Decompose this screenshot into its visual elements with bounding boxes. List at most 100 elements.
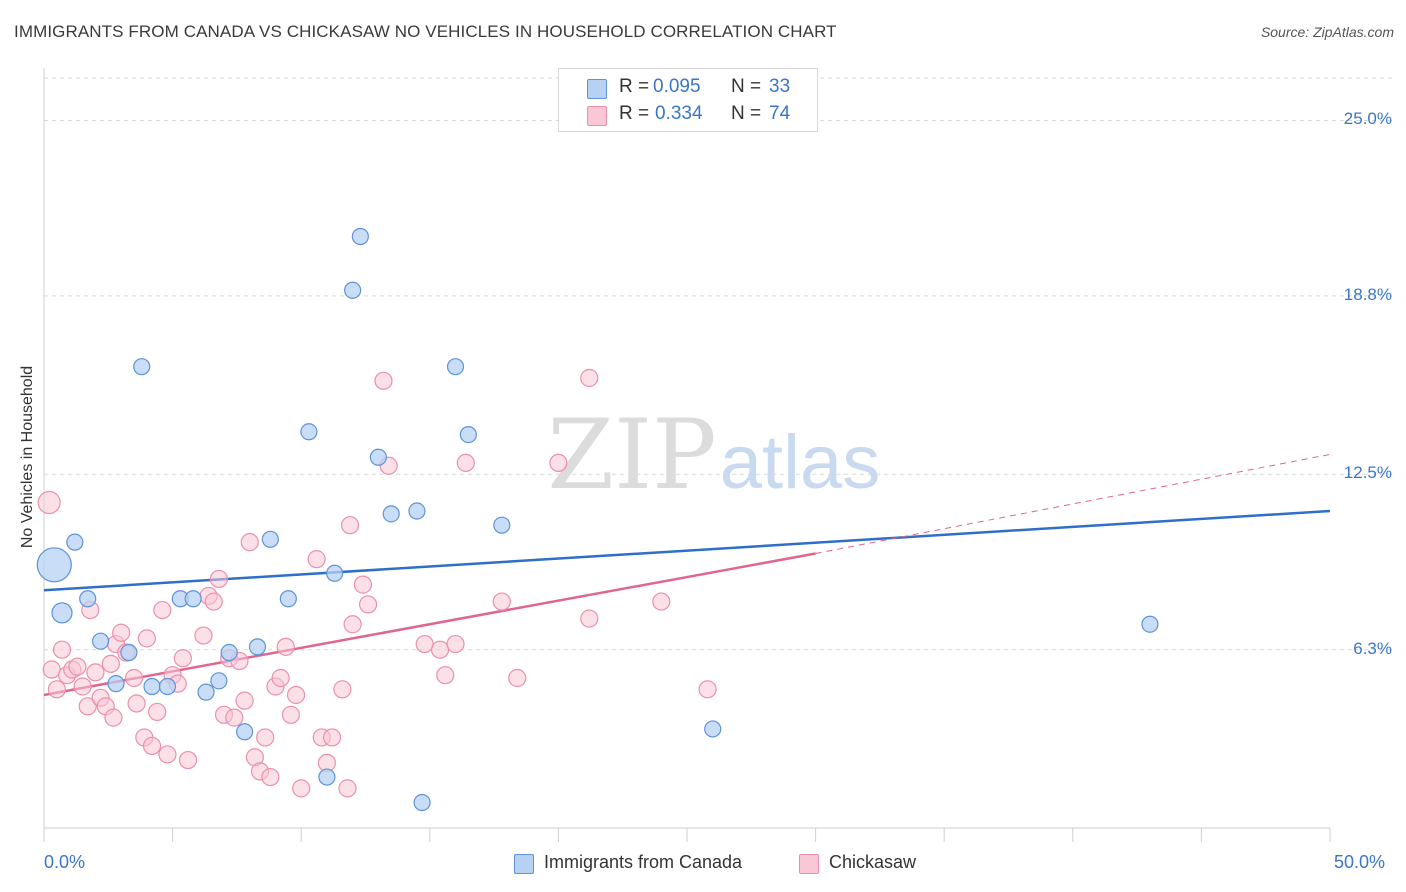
- data-point-chickasaw: [101, 654, 120, 673]
- legend-r-value: 0.334: [655, 103, 703, 124]
- data-point-chickasaw: [173, 649, 192, 668]
- data-point-chickasaw: [137, 629, 156, 648]
- data-point-chickasaw: [256, 728, 275, 747]
- data-point-canada: [120, 643, 138, 662]
- data-point-canada: [158, 677, 177, 696]
- data-point-chickasaw: [307, 550, 326, 569]
- data-point-canada: [300, 423, 318, 441]
- data-point-chickasaw: [142, 736, 162, 756]
- y-tick-label: 25.0%: [1343, 109, 1392, 129]
- chart-title: IMMIGRANTS FROM CANADA VS CHICKASAW NO V…: [14, 22, 837, 41]
- data-point-canada: [184, 590, 202, 608]
- data-point-canada: [1141, 615, 1159, 633]
- data-point-chickasaw: [37, 490, 61, 515]
- data-point-chickasaw: [652, 592, 671, 611]
- trend-line-chickasaw: [43, 552, 816, 697]
- data-point-chickasaw: [338, 779, 357, 798]
- legend-swatch-pink: [799, 854, 819, 874]
- legend-label: Immigrants from Canada: [544, 852, 743, 872]
- data-point-chickasaw: [112, 623, 131, 642]
- data-point-canada: [344, 281, 362, 299]
- data-point-canada: [382, 505, 400, 523]
- legend-swatch-blue: [514, 854, 534, 874]
- data-point-chickasaw: [73, 677, 92, 696]
- data-point-chickasaw: [492, 592, 511, 611]
- data-point-chickasaw: [286, 685, 306, 705]
- legend-n-label: N =: [731, 103, 762, 124]
- data-point-canada: [107, 675, 125, 693]
- data-point-chickasaw: [430, 640, 450, 659]
- data-point-chickasaw: [292, 779, 311, 798]
- source-label: Source: ZipAtlas.com: [1260, 24, 1394, 40]
- data-point-chickasaw: [333, 680, 352, 699]
- data-point-chickasaw: [549, 453, 568, 473]
- data-point-chickasaw: [415, 634, 434, 654]
- data-point-canada: [91, 632, 110, 650]
- grid-lines: [44, 77, 1392, 651]
- legend-swatch-blue: [587, 79, 607, 99]
- data-point-chickasaw: [127, 694, 146, 713]
- watermark-zip: ZIP: [547, 399, 716, 511]
- legend-r-label: R =: [619, 103, 650, 124]
- data-point-chickasaw: [235, 691, 254, 710]
- data-point-canada: [236, 723, 254, 741]
- data-point-chickasaw: [209, 569, 228, 589]
- watermark: ZIP atlas: [547, 399, 880, 511]
- data-point-chickasaw: [194, 626, 213, 645]
- x-tick-label-min: 0.0%: [44, 852, 86, 872]
- y-tick-label: 6.3%: [1353, 638, 1392, 658]
- data-point-canada: [369, 448, 387, 466]
- y-tick-label: 12.5%: [1343, 463, 1392, 483]
- data-point-chickasaw: [68, 657, 87, 676]
- legend-r-label: R =: [619, 76, 650, 97]
- data-point-chickasaw: [353, 575, 373, 594]
- data-point-canada: [79, 590, 97, 608]
- data-point-chickasaw: [153, 600, 172, 620]
- data-point-canada: [36, 547, 72, 583]
- data-point-chickasaw: [322, 728, 342, 747]
- legend-swatch-pink: [587, 106, 607, 126]
- legend-n-value: 74: [769, 103, 791, 124]
- data-point-canada: [408, 502, 426, 520]
- data-point-chickasaw: [86, 663, 105, 682]
- data-point-canada: [51, 602, 73, 624]
- data-points: [36, 227, 1159, 812]
- data-point-chickasaw: [698, 680, 717, 699]
- data-point-canada: [493, 516, 511, 534]
- data-point-chickasaw: [358, 595, 378, 614]
- axes: [43, 68, 1331, 842]
- data-point-chickasaw: [124, 668, 144, 688]
- data-point-chickasaw: [148, 702, 167, 722]
- y-tick-label: 18.8%: [1343, 284, 1392, 304]
- data-point-chickasaw: [340, 516, 360, 535]
- correlation-legend: R = 0.095 N = 33 R = 0.334 N = 74: [558, 68, 818, 132]
- trend-line-canada: [43, 509, 1331, 592]
- data-point-canada: [326, 564, 344, 582]
- data-point-chickasaw: [343, 615, 362, 634]
- data-point-chickasaw: [281, 705, 301, 724]
- data-point-chickasaw: [374, 371, 393, 390]
- data-point-canada: [248, 638, 267, 656]
- watermark-atlas: atlas: [720, 420, 881, 505]
- data-point-chickasaw: [47, 680, 66, 699]
- data-point-canada: [704, 720, 722, 738]
- data-point-canada: [197, 683, 215, 701]
- data-point-canada: [279, 590, 297, 608]
- data-point-chickasaw: [580, 609, 599, 628]
- data-point-chickasaw: [508, 668, 527, 688]
- data-point-chickasaw: [271, 668, 290, 688]
- data-point-canada: [413, 793, 431, 812]
- data-point-chickasaw: [78, 697, 97, 716]
- data-point-chickasaw: [42, 660, 61, 679]
- data-point-chickasaw: [446, 634, 465, 654]
- x-tick-label-max: 50.0%: [1334, 852, 1386, 872]
- data-point-canada: [133, 358, 151, 376]
- data-point-chickasaw: [436, 666, 455, 685]
- data-point-canada: [220, 643, 238, 662]
- legend-n-value: 33: [769, 76, 791, 97]
- legend-n-label: N =: [731, 76, 762, 97]
- data-point-canada: [66, 533, 84, 551]
- data-point-chickasaw: [104, 708, 123, 727]
- trend-line-chickasaw-extension: [815, 453, 1331, 554]
